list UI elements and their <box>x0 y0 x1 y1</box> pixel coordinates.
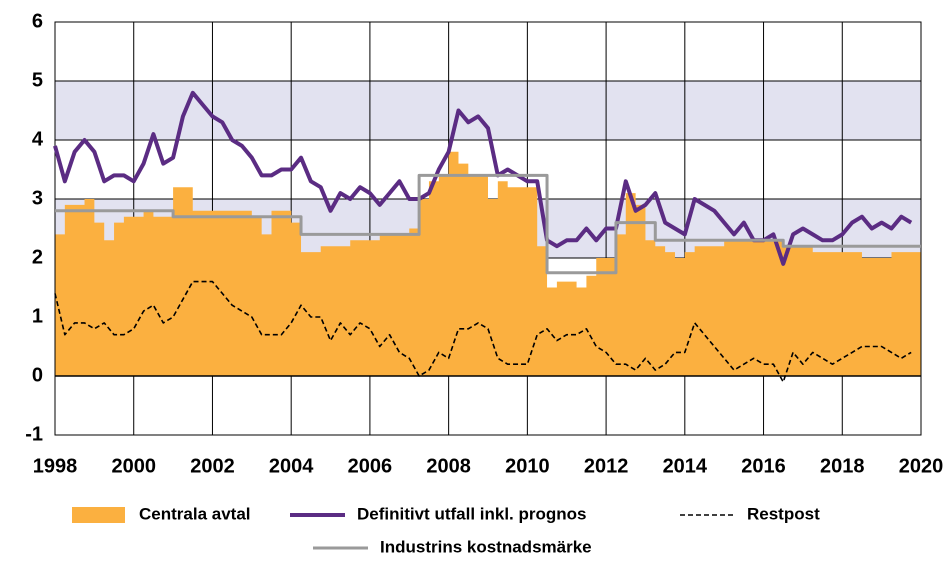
x-tick-label: 2008 <box>426 455 471 477</box>
legend-label: Industrins kostnadsmärke <box>380 537 592 556</box>
x-tick-label: 2016 <box>741 455 786 477</box>
legend-label: Restpost <box>747 504 820 523</box>
x-tick-label: 2006 <box>348 455 393 477</box>
x-tick-label: 2018 <box>820 455 865 477</box>
legend-label: Centrala avtal <box>139 504 251 523</box>
x-tick-label: 2002 <box>190 455 235 477</box>
line <box>54 280 912 383</box>
y-tick-label: 2 <box>32 246 43 268</box>
area <box>55 151 921 376</box>
x-tick-label: 2004 <box>269 455 314 477</box>
plot-frame <box>54 21 922 436</box>
line <box>53 90 913 266</box>
line <box>55 173 921 275</box>
legend-label: Definitivt utfall inkl. prognos <box>357 504 587 523</box>
x-tick-label: 1998 <box>33 455 78 477</box>
y-tick-label: 0 <box>32 364 43 386</box>
y-tick-label: 3 <box>32 187 43 209</box>
x-tick-label: 2020 <box>899 455 944 477</box>
y-tick-label: 4 <box>32 128 44 150</box>
x-tick-label: 2014 <box>663 455 708 477</box>
y-tick-label: 1 <box>32 305 43 327</box>
y-tick-label: 6 <box>32 10 43 32</box>
legend-swatch <box>72 507 125 523</box>
x-tick-label: 2012 <box>584 455 629 477</box>
y-tick-label: -1 <box>25 423 43 445</box>
x-tick-label: 2010 <box>505 455 550 477</box>
x-tick-label: 2000 <box>111 455 156 477</box>
y-tick-label: 5 <box>32 69 43 91</box>
